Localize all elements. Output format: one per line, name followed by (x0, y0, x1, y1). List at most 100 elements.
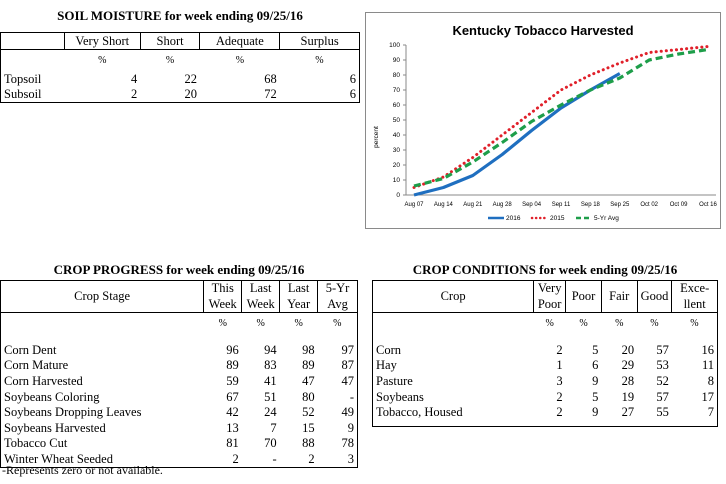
progress-cell: 81 (226, 436, 239, 451)
progress-row-label: Winter Wheat Seeded (0, 451, 204, 468)
conditions-row-label: Hay (371, 358, 534, 374)
soil-unit: % (165, 55, 175, 67)
soil-cell: 22 (184, 71, 197, 86)
progress-cell: 49 (317, 404, 358, 421)
conditions-unit: % (650, 318, 659, 330)
chart-series-line-2015 (412, 45, 710, 189)
chart-y-tick-label: 70 (393, 87, 401, 94)
progress-row-label: Tobacco Cut (0, 436, 204, 452)
progress-footnote: -Represents zero or not available. (2, 463, 163, 477)
progress-cell: 94 (264, 342, 277, 357)
chart-y-tick-label: 80 (393, 72, 401, 79)
progress-cell: 15 (302, 420, 315, 435)
chart-x-tick-label: Sep 18 (581, 202, 601, 208)
crop-conditions-title: CROP CONDITIONS for week ending 09/25/16 (412, 262, 678, 277)
soil-cell: 68 (264, 71, 277, 86)
progress-cell: 78 (317, 436, 358, 452)
progress-cell: 88 (302, 436, 315, 451)
conditions-cell: 3 (556, 373, 563, 388)
crop-conditions-table: Crop Very Poor Fair Good Exce- Poor llen… (371, 280, 718, 427)
progress-cell: 9 (317, 420, 358, 437)
soil-moisture-title: SOIL MOISTURE for week ending 09/25/16 (57, 8, 303, 23)
conditions-cell: 28 (621, 373, 635, 388)
soil-header-very-short: Very Short (63, 32, 141, 50)
conditions-col-header: Very (533, 280, 567, 297)
crop-progress-title: CROP PROGRESS for week ending 09/25/16 (53, 262, 305, 277)
soil-cell: 20 (140, 86, 200, 103)
conditions-cell: 9 (592, 405, 599, 420)
conditions-col-header: Exce- (671, 280, 718, 297)
progress-row-label: Corn Dent (0, 342, 204, 359)
progress-cell: 2 (279, 451, 318, 468)
progress-cell: 47 (317, 373, 358, 390)
conditions-cell: 55 (656, 405, 669, 420)
chart-x-tick-label: Oct 16 (699, 202, 717, 208)
conditions-cell: 16 (671, 342, 718, 359)
tobacco-chart-box: Kentucky Tobacco Harvested percent 0 10 20… (365, 12, 721, 229)
progress-col-header: 5-Yr (317, 280, 358, 297)
soil-row-label: Topsoil (0, 71, 65, 87)
chart-x-tick-label: Aug 28 (493, 202, 513, 208)
chart-x-tick-label: Aug 14 (434, 202, 454, 208)
progress-unit: % (218, 318, 227, 330)
conditions-cell: 5 (592, 342, 599, 357)
chart-series-line-2016 (413, 72, 621, 197)
progress-unit: % (256, 318, 265, 330)
conditions-cell: 2 (556, 405, 563, 420)
progress-stage-header: Crop Stage (0, 280, 205, 313)
chart-y-axis-label: percent (373, 126, 380, 148)
conditions-unit: % (579, 318, 588, 330)
soil-header-adequate: Adequate (199, 32, 280, 50)
conditions-cell: 7 (671, 404, 718, 421)
progress-col-header: Year (279, 296, 319, 313)
progress-col-header: This (203, 280, 243, 297)
chart-x-tick-label: Sep 25 (610, 202, 630, 208)
progress-cell: 59 (226, 373, 239, 388)
conditions-cell: 19 (621, 389, 635, 404)
crop-progress-table: Crop Stage This Last Last 5-Yr Week Week… (0, 280, 358, 468)
progress-cell: 2 (203, 451, 242, 468)
progress-cell: 98 (302, 342, 315, 357)
conditions-cell: 52 (656, 373, 669, 388)
progress-cell: - (241, 451, 280, 468)
conditions-cell: 8 (671, 373, 718, 390)
conditions-cell: 2 (556, 342, 563, 357)
soil-moisture-table: Very Short Short Adequate Surplus % % % … (0, 32, 360, 103)
soil-cell: 6 (279, 71, 360, 87)
progress-cell: 42 (226, 405, 239, 420)
progress-cell: 51 (264, 389, 277, 404)
conditions-crop-header: Crop (371, 280, 535, 313)
conditions-cell: 53 (656, 358, 669, 373)
progress-cell: 87 (317, 358, 358, 374)
chart-y-tick-label: 20 (393, 162, 401, 169)
soil-row-label: Subsoil (0, 86, 65, 103)
conditions-cell: 6 (592, 358, 599, 373)
progress-cell: 96 (226, 342, 239, 357)
soil-unit: % (279, 49, 360, 72)
progress-cell: - (317, 389, 358, 405)
legend-label: 2015 (550, 215, 565, 222)
soil-header-short: Short (139, 32, 200, 50)
conditions-col-header: Poor (565, 280, 602, 313)
conditions-unit: % (545, 318, 554, 330)
conditions-row-label: Soybeans (371, 389, 534, 405)
progress-unit: % (294, 318, 303, 330)
soil-unit: % (235, 55, 245, 67)
progress-cell: 24 (264, 405, 277, 420)
conditions-cell: 20 (621, 342, 635, 357)
chart-series-line-5-yr-avg (413, 47, 709, 188)
conditions-row-label: Pasture (371, 373, 534, 390)
conditions-cell: 29 (621, 358, 635, 373)
progress-col-header: Week (203, 296, 243, 313)
soil-cell: 72 (199, 86, 280, 103)
conditions-cell: 5 (592, 389, 599, 404)
progress-cell: 13 (226, 420, 239, 435)
progress-unit: % (317, 312, 358, 335)
progress-cell: 52 (302, 405, 315, 420)
conditions-cell: 11 (671, 358, 718, 374)
progress-cell: 41 (264, 373, 277, 388)
conditions-cell: 57 (656, 389, 669, 404)
chart-x-tick-label: Sep 04 (522, 202, 542, 208)
conditions-col-header: Poor (533, 296, 567, 313)
progress-cell: 83 (264, 358, 277, 373)
